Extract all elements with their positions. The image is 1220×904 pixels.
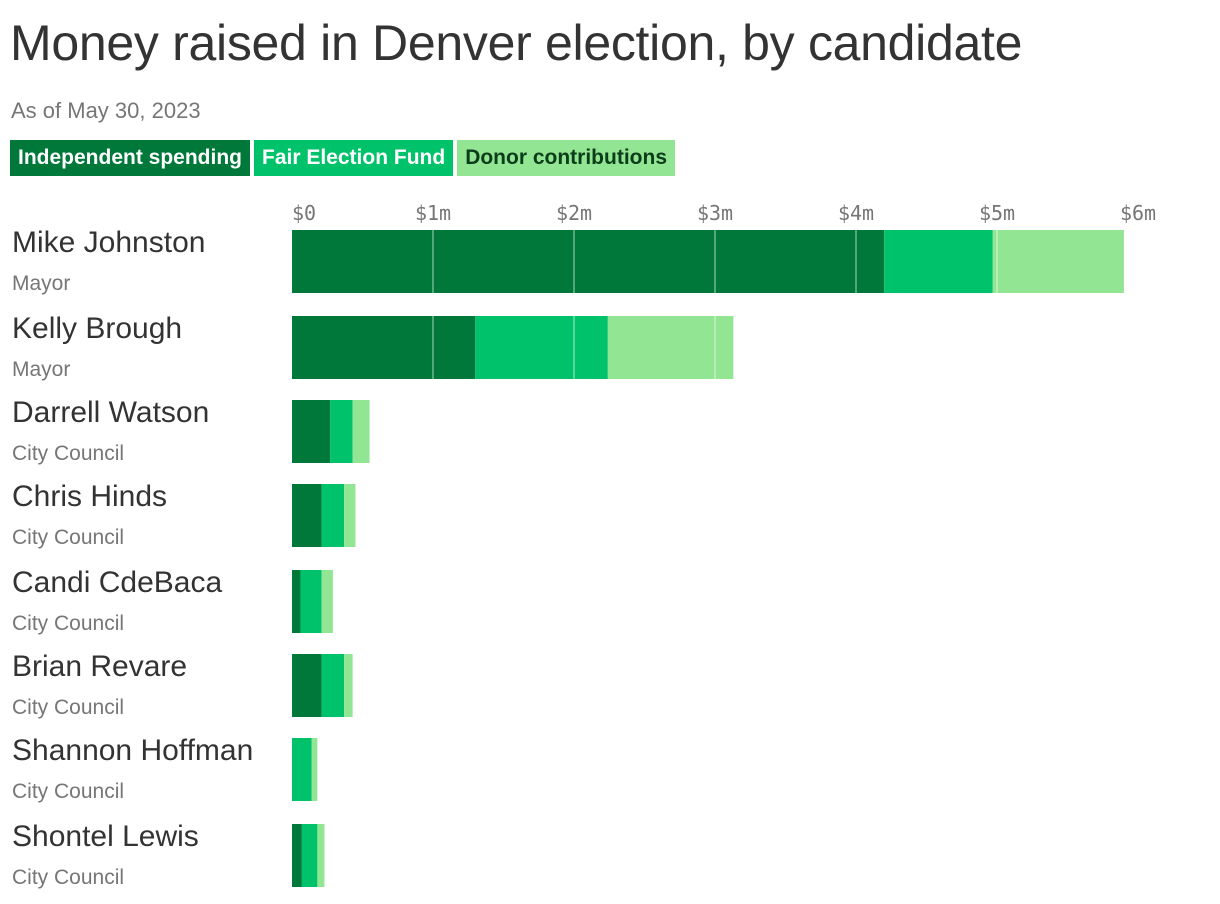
candidate-role: Mayor	[12, 358, 70, 381]
bar-segment-donor-contributions	[344, 654, 353, 717]
bar-segment-fair-election-fund	[321, 654, 345, 717]
chart-subtitle: As of May 30, 2023	[11, 98, 201, 123]
bar-segment-fair-election-fund	[330, 400, 353, 463]
bar-segment-fair-election-fund	[300, 570, 322, 633]
candidate-name: Mike Johnston	[12, 226, 205, 259]
bar-segment-independent-spending	[292, 230, 885, 293]
x-tick-label: $6m	[1120, 201, 1156, 225]
legend-item-donor-contributions: Donor contributions	[457, 140, 675, 176]
bar-segment-fair-election-fund	[475, 316, 608, 379]
candidate-role: City Council	[12, 526, 124, 549]
bar-segment-fair-election-fund	[301, 824, 318, 887]
bar-segment-fair-election-fund	[292, 738, 312, 801]
bar-segment-donor-contributions	[344, 484, 356, 547]
bar-segment-independent-spending	[292, 570, 301, 633]
candidate-name: Kelly Brough	[12, 312, 182, 345]
x-tick-label: $3m	[697, 201, 733, 225]
x-tick-label: $1m	[415, 201, 451, 225]
bar-segment-independent-spending	[292, 824, 302, 887]
bar-segment-donor-contributions	[607, 316, 734, 379]
x-tick-label: $0	[292, 201, 316, 225]
bar-segment-independent-spending	[292, 484, 322, 547]
candidate-name: Shontel Lewis	[12, 820, 199, 853]
bar-segment-donor-contributions	[317, 824, 325, 887]
candidate-role: City Council	[12, 696, 124, 719]
bar-segment-donor-contributions	[311, 738, 318, 801]
legend-item-fair-election-fund: Fair Election Fund	[254, 140, 454, 176]
x-tick-label: $5m	[979, 201, 1015, 225]
candidate-name: Darrell Watson	[12, 396, 209, 429]
candidate-role: City Council	[12, 780, 124, 803]
chart-title: Money raised in Denver election, by cand…	[10, 15, 1023, 71]
candidate-name: Chris Hinds	[12, 480, 167, 513]
candidate-role: City Council	[12, 866, 124, 889]
bar-segment-independent-spending	[292, 400, 331, 463]
candidate-name: Candi CdeBaca	[12, 566, 222, 599]
legend-item-independent-spending: Independent spending	[10, 140, 250, 176]
bar-segment-independent-spending	[292, 654, 322, 717]
candidate-name: Brian Revare	[12, 650, 187, 683]
candidate-name: Shannon Hoffman	[12, 734, 253, 767]
candidate-role: City Council	[12, 612, 124, 635]
bar-segment-fair-election-fund	[884, 230, 993, 293]
bar-segment-donor-contributions	[992, 230, 1124, 293]
bar-segment-donor-contributions	[352, 400, 370, 463]
candidate-role: Mayor	[12, 272, 70, 295]
x-tick-label: $2m	[556, 201, 592, 225]
candidate-role: City Council	[12, 442, 124, 465]
legend: Independent spending Fair Election Fund …	[10, 140, 675, 176]
bar-segment-independent-spending	[292, 316, 476, 379]
bar-segment-donor-contributions	[321, 570, 333, 633]
x-tick-label: $4m	[838, 201, 874, 225]
bar-segment-fair-election-fund	[321, 484, 345, 547]
